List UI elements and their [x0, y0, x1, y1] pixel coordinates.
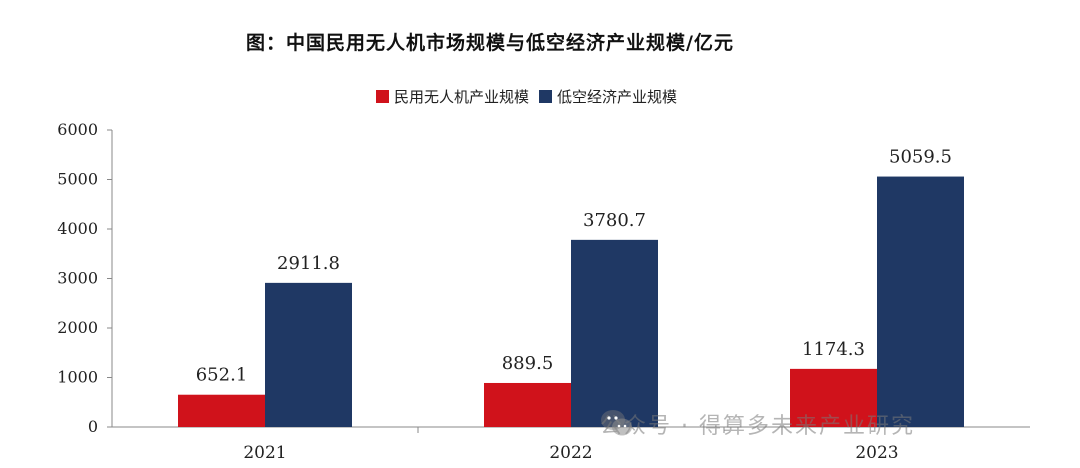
bar-low-altitude [265, 282, 352, 427]
bar-civil-drone [790, 368, 877, 427]
legend-swatch-civil-drone [376, 90, 389, 103]
bar-low-altitude [571, 239, 658, 427]
legend-swatch-low-altitude [539, 90, 553, 103]
bar-civil-drone [484, 382, 571, 427]
data-label: 889.5 [502, 353, 554, 374]
y-tick-label: 2000 [57, 318, 98, 337]
data-label: 3780.7 [583, 210, 646, 231]
legend-label-civil-drone: 民用无人机产业规模 [394, 88, 530, 106]
legend-item-low-altitude: 低空经济产业规模 [539, 86, 677, 107]
y-tick-label: 3000 [57, 269, 98, 288]
y-tick-label: 4000 [57, 219, 98, 238]
data-label: 5059.5 [889, 147, 952, 168]
chart-title: 图：中国民用无人机市场规模与低空经济产业规模/亿元 [246, 32, 734, 54]
x-tick-label: 2023 [855, 443, 898, 463]
y-tick-label: 1000 [57, 368, 98, 387]
bar-civil-drone [178, 394, 265, 427]
legend-item-civil-drone: 民用无人机产业规模 [376, 86, 529, 107]
data-label: 652.1 [196, 365, 248, 386]
bar-low-altitude [877, 176, 964, 427]
data-label: 1174.3 [802, 339, 865, 360]
legend-label-low-altitude: 低空经济产业规模 [557, 88, 678, 106]
watermark: 公众号 · 得算多未来产业研究 [600, 408, 915, 440]
y-tick-label: 0 [88, 417, 98, 436]
x-tick-label: 2022 [549, 443, 592, 463]
wechat-icon [601, 410, 632, 436]
legend: 民用无人机产业规模 低空经济产业规模 [376, 86, 687, 107]
y-tick-label: 5000 [57, 170, 98, 189]
x-tick-label: 2021 [243, 443, 286, 463]
data-label: 2911.8 [277, 253, 340, 274]
watermark-text: 公众号 · 得算多未来产业研究 [600, 414, 915, 439]
y-tick-label: 6000 [57, 120, 98, 139]
